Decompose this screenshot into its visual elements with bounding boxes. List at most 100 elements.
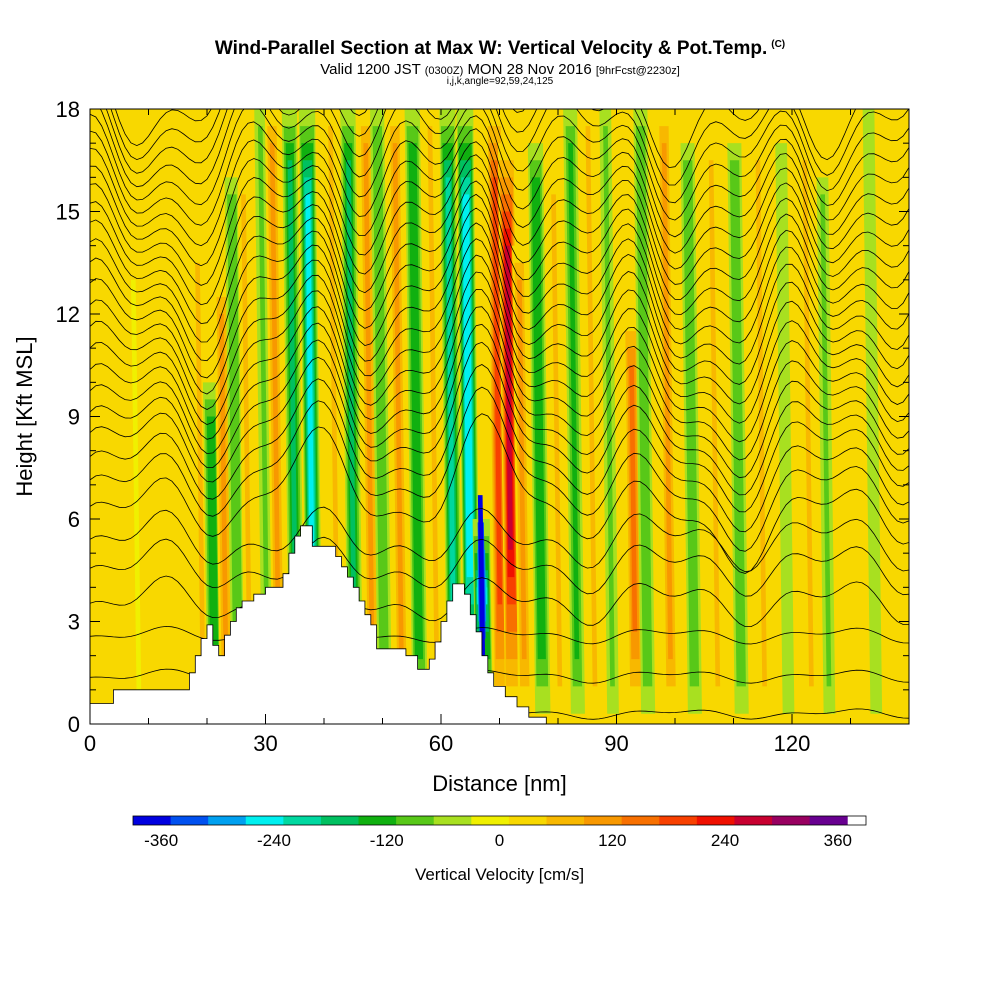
- velocity-level-23-6: [504, 245, 513, 550]
- velocity-level-21-8: [477, 495, 486, 656]
- velocity-band-42: [889, 109, 903, 714]
- colorbar-swatch: [283, 816, 322, 825]
- theta-contour-7: [90, 386, 909, 552]
- title-mark: (C): [771, 38, 786, 50]
- theta-contour-18: [90, 193, 909, 345]
- velocity-level-20-6: [463, 211, 472, 550]
- velocity-band-26: [547, 177, 567, 714]
- axes: 0 30 60 90 120 0 3 6 9 12 15 18 Distance [nm] Height …: [12, 97, 909, 796]
- y-tick-label: 0: [68, 712, 80, 737]
- velocity-level-42-0: [889, 109, 903, 714]
- y-tick-label: 3: [68, 610, 80, 635]
- theta-contour-22: [90, 141, 909, 285]
- velocity-band-29: [599, 109, 619, 714]
- velocity-level-28-1: [585, 126, 598, 687]
- theta-contour-16: [90, 222, 909, 385]
- y-tick-label: 18: [56, 97, 80, 122]
- theta-contour-10: [90, 323, 909, 496]
- velocity-band-9: [264, 109, 287, 714]
- colorbar-swatch: [170, 816, 209, 825]
- colorbar-swatch: [584, 816, 623, 825]
- colorbar-tick-label: 240: [711, 831, 739, 850]
- colorbar-tick-label: 120: [598, 831, 626, 850]
- theta-contour-15: [90, 238, 909, 405]
- theta-contour-3: [90, 574, 909, 627]
- theta-contour-23: [90, 128, 909, 270]
- colorbar-swatch: [772, 816, 811, 825]
- theta-contour-13: [90, 271, 909, 443]
- colorbar-tick-label: 0: [495, 831, 504, 850]
- velocity-band-28: [581, 109, 602, 714]
- colorbar-swatch: [508, 816, 547, 825]
- chart-subtitle: Valid 1200 JST (0300Z) MON 28 Nov 2016 […: [0, 61, 1000, 78]
- velocity-level-2-0: [171, 245, 183, 714]
- subtitle-valid: Valid 1200 JST: [320, 61, 421, 78]
- theta-contour-9: [90, 341, 909, 513]
- theta-contour-26: [99, 109, 909, 221]
- velocity-band-34: [705, 143, 725, 714]
- velocity-level-34-1: [708, 160, 721, 687]
- chart-subtitle-indices: i,j,k,angle=92,59,24,125: [446, 76, 554, 87]
- colorbar-tick-label: -360: [144, 831, 178, 850]
- theta-contour-27: [105, 109, 909, 204]
- velocity-band-37: [775, 143, 795, 714]
- colorbar: -360 -240 -120 0 120 240 360 Vertical Velocity …: [132, 815, 867, 884]
- theta-contour-19: [90, 180, 909, 330]
- subtitle-zulu: (0300Z): [424, 65, 464, 77]
- theta-contour-12: [90, 289, 909, 461]
- colorbar-swatch: [358, 816, 397, 825]
- theta-contour-20: [90, 167, 909, 316]
- velocity-level-38-1: [802, 160, 814, 687]
- colorbar-swatch: [208, 816, 247, 825]
- x-tick-label: 60: [429, 731, 453, 756]
- velocity-band-33: [680, 143, 702, 714]
- theta-contour-21: [90, 154, 909, 300]
- velocity-level-30-3: [629, 365, 638, 632]
- x-tick-label: 0: [84, 731, 96, 756]
- velocity-band-17: [404, 109, 428, 714]
- velocity-level-29-1: [603, 126, 615, 687]
- x-tick-label: 90: [604, 731, 628, 756]
- velocity-level-18-1: [427, 126, 440, 687]
- colorbar-swatch: [433, 816, 472, 825]
- velocity-level-27-2: [568, 143, 580, 660]
- colorbar-swatch: [696, 816, 735, 825]
- theta-contour-24: [90, 115, 909, 254]
- colorbar-label: Vertical Velocity [cm/s]: [415, 865, 584, 884]
- velocity-level-26-1: [551, 194, 563, 687]
- velocity-level-31-2: [638, 143, 650, 660]
- velocity-level-40-0: [843, 143, 856, 714]
- velocity-level-35-2: [732, 177, 744, 660]
- colorbar-border: [132, 815, 867, 826]
- theta-contour-4: [90, 536, 909, 597]
- velocity-level-14-2: [363, 143, 375, 660]
- chart-title-text: Wind-Parallel Section at Max W: Vertical…: [214, 38, 768, 59]
- velocity-band-1: [130, 279, 142, 714]
- colorbar-swatch: [245, 816, 284, 825]
- velocity-level-0-0: [94, 177, 107, 714]
- velocity-level-39-1: [820, 194, 832, 687]
- x-axis-label: Distance [nm]: [432, 771, 567, 796]
- theta-contour-17: [90, 207, 909, 365]
- velocity-level-1-0: [130, 279, 142, 714]
- colorbar-swatch: [621, 816, 660, 825]
- x-tick-label: 120: [774, 731, 811, 756]
- velocity-level-17-3: [410, 160, 421, 632]
- theta-contour-6: [90, 413, 909, 574]
- y-tick-label: 15: [56, 200, 80, 225]
- velocity-band-14: [358, 109, 381, 714]
- velocity-band-8: [254, 109, 274, 714]
- velocity-level-9-2: [269, 143, 281, 660]
- velocity-level-16-2: [392, 143, 404, 660]
- velocity-band-7: [237, 177, 257, 714]
- theta-contour-5: [90, 506, 909, 573]
- x-tick-label: 30: [253, 731, 277, 756]
- subtitle-forecast: [9hrFcst@2230z]: [595, 65, 680, 77]
- velocity-band-0: [94, 177, 107, 714]
- terrain: [90, 525, 909, 724]
- plot-area: [90, 109, 909, 724]
- velocity-band-2: [171, 245, 183, 714]
- velocity-level-32-2: [661, 143, 673, 660]
- colorbar-swatch: [396, 816, 435, 825]
